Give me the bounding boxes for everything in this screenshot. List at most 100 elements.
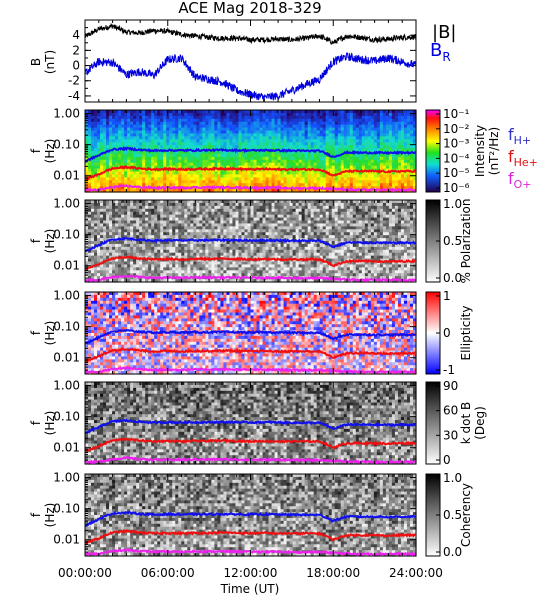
- polarization-cell: [103, 238, 107, 242]
- intensity-cell: [349, 121, 354, 126]
- polarization-cell: [130, 205, 134, 210]
- intensity-cell: [307, 139, 312, 143]
- intensity-cell: [115, 145, 119, 149]
- intensity-cell: [112, 151, 116, 155]
- polarization-cell: [88, 270, 92, 274]
- intensity-cell: [127, 151, 131, 155]
- intensity-cell: [145, 124, 149, 129]
- polarization-cell: [85, 220, 89, 225]
- intensity-cell: [382, 115, 387, 120]
- intensity-cell: [103, 136, 107, 140]
- intensity-cell: [160, 145, 164, 149]
- intensity-cell: [190, 177, 194, 181]
- intensity-cell: [115, 124, 119, 129]
- intensity-cell: [370, 174, 375, 178]
- intensity-cell: [289, 115, 294, 120]
- intensity-cell: [331, 136, 336, 140]
- intensity-cell: [406, 130, 411, 135]
- intensity-cell: [289, 127, 294, 132]
- intensity-cell: [394, 162, 399, 167]
- intensity-cell: [328, 148, 333, 152]
- intensity-cell: [373, 136, 378, 140]
- intensity-cell: [97, 156, 101, 161]
- intensity-cell: [163, 139, 167, 143]
- polarization-cell: [115, 211, 119, 216]
- intensity-cell: [145, 145, 149, 149]
- intensity-cell: [160, 165, 164, 170]
- intensity-cell: [103, 180, 107, 184]
- intensity-cell: [232, 189, 237, 193]
- intensity-cell: [226, 151, 231, 155]
- intensity-cell: [91, 127, 95, 132]
- polarization-cell: [109, 255, 113, 260]
- intensity-cell: [295, 110, 300, 114]
- intensity-cell: [88, 171, 92, 176]
- intensity-cell: [202, 112, 206, 117]
- intensity-cell: [247, 180, 252, 184]
- polarization-cell: [127, 261, 131, 266]
- intensity-cell: [217, 183, 222, 187]
- polarization-cell: [103, 211, 107, 216]
- intensity-cell: [226, 189, 231, 193]
- intensity-cell: [151, 174, 155, 178]
- intensity-cell: [196, 139, 200, 143]
- intensity-cell: [376, 110, 381, 114]
- intensity-cell: [205, 159, 209, 164]
- intensity-cell: [364, 171, 369, 176]
- intensity-cell: [151, 162, 155, 167]
- intensity-cell: [235, 183, 240, 187]
- intensity-cell: [322, 162, 327, 167]
- b-ytick-label: -4: [68, 89, 80, 103]
- polarization-cell: [130, 217, 134, 222]
- intensity-cell: [406, 136, 411, 140]
- intensity-cell: [343, 145, 348, 149]
- intensity-cell: [187, 156, 191, 161]
- intensity-cell: [352, 133, 357, 137]
- intensity-cell: [271, 127, 276, 132]
- intensity-cell: [163, 127, 167, 132]
- intensity-cell: [349, 112, 354, 117]
- intensity-cell: [316, 115, 321, 120]
- polarization-cell: [88, 276, 92, 280]
- intensity-cell: [250, 156, 255, 161]
- intensity-cell: [250, 171, 255, 176]
- intensity-cell: [205, 189, 209, 193]
- intensity-cell: [337, 118, 342, 123]
- polarization-cell: [121, 200, 125, 204]
- polarization-cell: [109, 243, 113, 248]
- intensity-cell: [295, 118, 300, 123]
- intensity-cell: [154, 183, 158, 187]
- intensity-cell: [181, 136, 185, 140]
- polarization-cell: [112, 202, 116, 207]
- intensity-cell: [97, 124, 101, 129]
- intensity-cell: [265, 121, 270, 126]
- intensity-cell: [148, 171, 152, 176]
- intensity-cell: [184, 174, 188, 178]
- intensity-cell: [304, 189, 309, 193]
- intensity-cell: [283, 115, 288, 120]
- intensity-cell: [172, 180, 176, 184]
- intensity-cell: [253, 136, 258, 140]
- intensity-cell: [94, 110, 98, 114]
- polarization-cell: [103, 229, 107, 233]
- intensity-cell: [370, 124, 375, 129]
- intensity-cell: [376, 148, 381, 152]
- intensity-cell: [346, 133, 351, 137]
- polarization-cell: [121, 217, 125, 222]
- intensity-cell: [391, 139, 396, 143]
- intensity-cell: [400, 153, 405, 158]
- intensity-cell: [91, 148, 95, 152]
- intensity-cell: [406, 121, 411, 126]
- intensity-cell: [223, 142, 228, 146]
- intensity-cell: [253, 110, 258, 114]
- intensity-cell: [100, 183, 104, 187]
- intensity-cell: [253, 180, 258, 184]
- polarization-cell: [103, 208, 107, 213]
- intensity-cell: [301, 151, 306, 155]
- polarization-cell: [115, 243, 119, 248]
- polarization-cell: [133, 241, 137, 245]
- intensity-cell: [364, 180, 369, 184]
- intensity-cell: [295, 177, 300, 181]
- intensity-cell: [151, 142, 155, 146]
- intensity-cell: [382, 183, 387, 187]
